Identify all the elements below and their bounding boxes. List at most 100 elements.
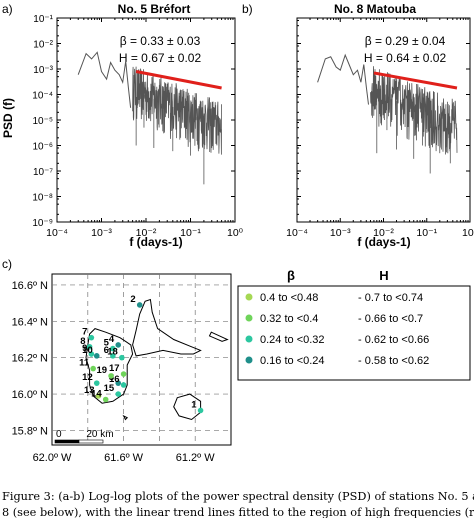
psd-series-low-frequency xyxy=(77,51,132,108)
caption-line-2: 8 (see below), with the linear trend lin… xyxy=(2,506,474,518)
coast-la-desirade xyxy=(208,331,229,342)
coast-basse-terre xyxy=(85,328,134,404)
station-label-5: 5 xyxy=(104,338,110,349)
station-marker-1 xyxy=(197,407,204,414)
station-label-4: 4 xyxy=(109,334,115,345)
station-label-17: 17 xyxy=(109,363,120,374)
y-tick-label: 10⁻¹ xyxy=(33,14,53,25)
y-tick-label: 10⁻⁷ xyxy=(33,167,53,178)
panel-c-label: c) xyxy=(2,257,12,271)
legend-beta-range: 0.16 to <0.24 xyxy=(260,355,325,367)
station-marker-17 xyxy=(120,371,127,377)
legend-header-beta: β xyxy=(287,268,295,283)
station-label-13: 13 xyxy=(84,385,95,396)
panel-b-h: H = 0.64 ± 0.02 xyxy=(364,51,447,65)
legend-marker xyxy=(245,356,253,364)
y-tick-label: 10⁻⁶ xyxy=(32,142,53,153)
x-tick-label: 10⁻³ xyxy=(91,227,112,239)
panel-b-plot: 10⁻⁴ 10⁻³ 10⁻² 10⁻¹ 10⁰ xyxy=(286,17,474,239)
station-label-10: 10 xyxy=(82,345,93,356)
map-frame xyxy=(51,273,232,446)
station-label-7: 7 xyxy=(82,327,87,338)
station-label-12: 12 xyxy=(82,372,93,383)
map-legend: β H 0.4 to <0.48 - 0.7 to <0.74 0.32 to <0.4… xyxy=(237,268,471,381)
station-label-18: 18 xyxy=(107,347,118,358)
scale-bar-white xyxy=(78,439,104,444)
station-marker-4 xyxy=(115,342,122,348)
station-marker-3 xyxy=(115,380,122,386)
station-label-6: 6 xyxy=(104,345,109,356)
y-tick-label: 10⁻² xyxy=(33,40,53,51)
station-label-15: 15 xyxy=(104,383,115,394)
x-tick-label: 10⁰ xyxy=(227,227,244,239)
map-lon-label: 62.0º W xyxy=(33,452,72,464)
station-label-14: 14 xyxy=(91,389,102,400)
y-tick-label: 10⁻³ xyxy=(33,65,53,76)
map-lon-label: 61.6º W xyxy=(104,452,143,464)
map-lat-label: 16.2º N xyxy=(12,353,48,365)
station-marker-10 xyxy=(93,353,100,359)
map-plot: 16.6º N 16.4º N 16.2º N 16.0º N 15.8º N 62.0º… xyxy=(12,273,232,464)
y-tick-label: 10⁻⁴ xyxy=(32,91,53,102)
legend-beta-range: 0.32 to <0.4 xyxy=(260,313,318,325)
coast-grande-terre xyxy=(132,298,202,357)
psd-series-low-frequency xyxy=(317,53,369,105)
y-tick-label: 10⁻⁸ xyxy=(32,193,53,204)
panel-a-plot: 10⁻⁴ 10⁻³ 10⁻² 10⁻¹ 10⁰ 10⁻¹ 10⁻² 10⁻³ 10⁻⁴ 10⁻⁵ 1… xyxy=(32,14,243,239)
station-label-19: 19 xyxy=(96,365,107,376)
panel-a: a) No. 5 Bréfort β = 0.33 ± 0.03 H = 0.6… xyxy=(1,2,244,249)
legend-beta-range: 0.4 to <0.48 xyxy=(260,292,318,304)
legend-marker xyxy=(245,293,253,301)
caption-line-1: Figure 3: (a-b) Log-log plots of the pow… xyxy=(2,490,474,503)
x-tick-label: 10⁻⁴ xyxy=(286,227,308,239)
x-tick-label: 10⁻¹ xyxy=(416,227,437,239)
coast-marie-galante xyxy=(173,393,202,421)
legend-h-range: - 0.58 to <0.62 xyxy=(358,355,429,367)
panel-a-beta: β = 0.33 ± 0.03 xyxy=(120,34,201,48)
panel-a-xlabel: f (days-1) xyxy=(129,235,182,249)
panel-b-xlabel: f (days-1) xyxy=(357,235,410,249)
panel-c: c) 16.6º N16.4º N16.2º N16.0º N15.8º N62… xyxy=(2,257,471,464)
map-lat-label: 16.6º N xyxy=(12,280,48,292)
station-label-1: 1 xyxy=(191,399,197,410)
panel-a-h: H = 0.67 ± 0.02 xyxy=(119,51,202,65)
station-marker-7 xyxy=(88,334,95,341)
x-tick-label: 10⁻² xyxy=(373,227,394,239)
station-marker-2 xyxy=(136,302,143,308)
x-tick-label: 10⁻² xyxy=(136,227,157,239)
station-marker-9 xyxy=(88,351,95,357)
x-tick-label: 10⁻³ xyxy=(330,227,351,239)
x-tick-label: 10⁻⁴ xyxy=(46,227,68,239)
scale-bar-zero: 0 xyxy=(56,429,62,440)
x-tick-label: 10⁰ xyxy=(462,227,474,239)
station-marker-12 xyxy=(93,380,100,386)
station-marker-15 xyxy=(115,391,122,397)
scale-bar-black xyxy=(54,439,80,444)
panel-b-beta: β = 0.29 ± 0.04 xyxy=(365,34,446,48)
station-label-8: 8 xyxy=(80,336,85,347)
legend-box xyxy=(237,285,471,381)
station-label-16: 16 xyxy=(109,374,120,385)
legend-h-range: - 0.62 to <0.66 xyxy=(358,334,429,346)
panel-b: b) No. 8 Matouba β = 0.29 ± 0.04 H = 0.6… xyxy=(242,2,474,249)
station-marker-19 xyxy=(108,373,114,379)
station-marker-16 xyxy=(120,382,127,388)
trend-line xyxy=(135,69,222,90)
panel-b-title: No. 8 Matouba xyxy=(334,2,416,16)
station-marker-11 xyxy=(90,365,96,372)
station-marker-18 xyxy=(119,354,125,361)
x-tick-label: 10⁻¹ xyxy=(180,227,201,239)
psd-series-high-frequency xyxy=(370,66,458,155)
station-label-11: 11 xyxy=(79,358,90,369)
scale-bar-distance: 20 km xyxy=(86,429,113,440)
map-lon-label: 61.2º W xyxy=(176,452,215,464)
map-lat-label: 16.4º N xyxy=(12,316,48,328)
station-marker-13 xyxy=(95,393,102,399)
panel-a-ylabel: PSD (f) xyxy=(1,98,15,138)
panel-a-label: a) xyxy=(2,2,13,16)
y-tick-label: 10⁻⁹ xyxy=(32,218,53,229)
station-label-9: 9 xyxy=(82,343,87,354)
coast-les-saintes xyxy=(122,414,129,421)
station-marker-8 xyxy=(86,343,93,350)
